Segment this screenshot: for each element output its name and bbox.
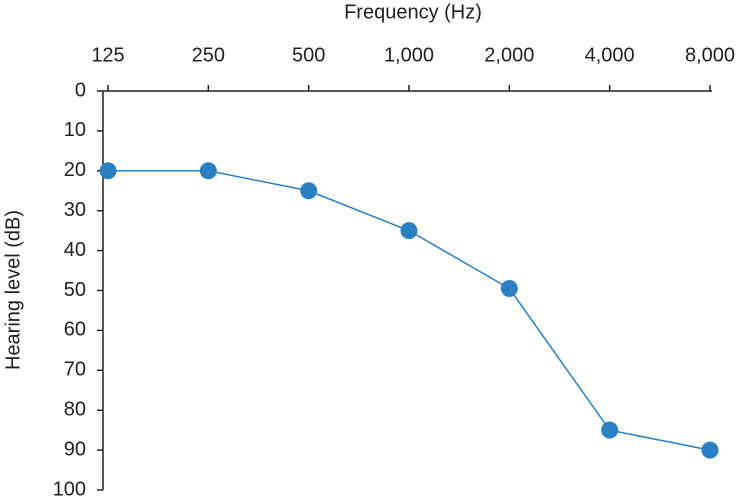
y-tick-label: 30: [64, 199, 86, 221]
x-tick-label: 500: [292, 44, 325, 66]
y-tick-label: 50: [64, 279, 86, 301]
y-tick-label: 90: [64, 438, 86, 460]
x-tick-label: 4,000: [585, 44, 635, 66]
chart-title: Frequency (Hz): [344, 1, 482, 23]
y-tick-label: 10: [64, 119, 86, 141]
data-point: [601, 421, 619, 439]
x-tick-label: 1,000: [384, 44, 434, 66]
data-point: [199, 162, 217, 180]
x-tick-label: 2,000: [484, 44, 534, 66]
data-point: [300, 182, 318, 200]
data-point: [400, 222, 418, 240]
y-tick-label: 70: [64, 359, 86, 381]
y-tick-label: 40: [64, 239, 86, 261]
data-point: [701, 441, 719, 459]
y-axis-label: Hearing level (dB): [2, 210, 24, 370]
x-tick-label: 8,000: [685, 44, 735, 66]
data-point: [99, 162, 117, 180]
series-line: [108, 170, 711, 451]
y-tick-label: 100: [53, 478, 86, 499]
y-tick-label: 60: [64, 319, 86, 341]
x-tick-label: 125: [91, 44, 124, 66]
y-tick-label: 20: [64, 159, 86, 181]
y-tick-label: 80: [64, 398, 86, 420]
y-tick-label: 0: [75, 79, 86, 101]
x-tick-label: 250: [192, 44, 225, 66]
data-point: [500, 280, 518, 298]
